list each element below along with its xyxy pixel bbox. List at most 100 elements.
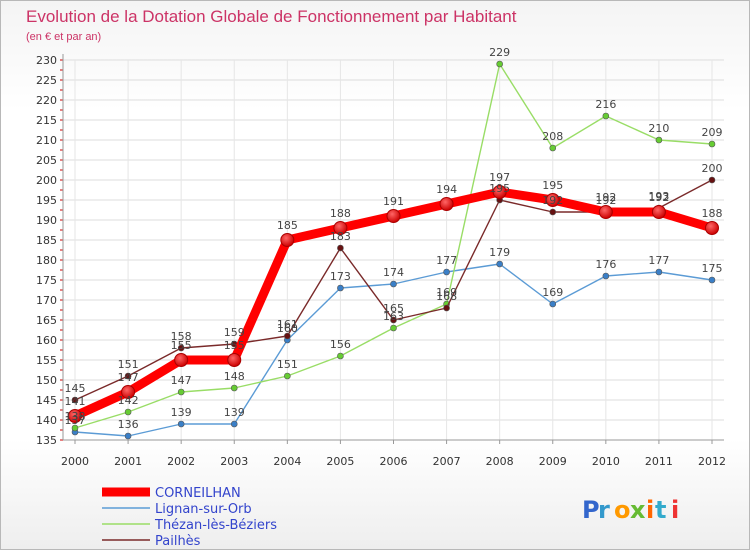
data-label-lignan-sur-orb-2010: 176 — [595, 258, 616, 271]
data-label-lignan-sur-orb-2002: 139 — [171, 406, 192, 419]
x-tick-label-2003: 2003 — [220, 455, 248, 468]
data-label-lignan-sur-orb-2000: 137 — [65, 414, 86, 427]
logo-letter-0: P — [582, 496, 600, 524]
data-label-pailh-s-2004: 161 — [277, 318, 298, 331]
data-label-th-zan-l-s-b-ziers-2006: 163 — [383, 310, 404, 323]
data-label-th-zan-l-s-b-ziers-2005: 156 — [330, 338, 351, 351]
data-label-th-zan-l-s-b-ziers-2002: 147 — [171, 374, 192, 387]
chart-subtitle: (en € et par an) — [26, 31, 101, 43]
y-tick-label-165: 165 — [36, 314, 57, 327]
data-point-lignan-sur-orb-2009 — [549, 300, 557, 308]
y-tick-label-210: 210 — [36, 134, 57, 147]
data-label-corneilhan-2010: 192 — [595, 191, 616, 204]
data-label-lignan-sur-orb-2001: 136 — [118, 418, 139, 431]
data-point-corneilhan-2006 — [386, 209, 401, 223]
data-point-lignan-sur-orb-2012 — [708, 276, 716, 284]
x-tick-label-2012: 2012 — [698, 455, 726, 468]
data-point-th-zan-l-s-b-ziers-2000 — [71, 424, 79, 432]
data-point-corneilhan-2008 — [492, 185, 507, 199]
data-point-lignan-sur-orb-2002 — [177, 420, 185, 428]
data-label-th-zan-l-s-b-ziers-2012: 209 — [702, 126, 723, 139]
data-label-pailh-s-2008: 195 — [489, 182, 510, 195]
legend-label-3: Pailhès — [155, 534, 201, 549]
data-label-lignan-sur-orb-2011: 177 — [648, 254, 669, 267]
data-point-corneilhan-2002 — [174, 353, 189, 367]
data-label-lignan-sur-orb-2003: 139 — [224, 406, 245, 419]
data-label-lignan-sur-orb-2009: 169 — [542, 286, 563, 299]
y-tick-label-215: 215 — [36, 114, 57, 127]
y-tick-label-180: 180 — [36, 254, 57, 267]
y-tick-label-200: 200 — [36, 174, 57, 187]
data-point-lignan-sur-orb-2003 — [230, 420, 238, 428]
data-labels: 137 136 139 139 160 173 174 177 179 169 176 177 175 1… — [65, 46, 723, 431]
data-point-lignan-sur-orb-2010 — [602, 272, 610, 280]
data-label-lignan-sur-orb-2006: 174 — [383, 266, 404, 279]
data-point-th-zan-l-s-b-ziers-2012 — [708, 140, 716, 148]
y-tick-label-220: 220 — [36, 94, 57, 107]
data-point-corneilhan-2010 — [598, 205, 613, 219]
data-label-corneilhan-2007: 194 — [436, 183, 457, 196]
data-label-pailh-s-2001: 151 — [118, 358, 139, 371]
y-tick-label-195: 195 — [36, 194, 57, 207]
data-label-th-zan-l-s-b-ziers-2009: 208 — [542, 130, 563, 143]
data-point-th-zan-l-s-b-ziers-2005 — [337, 352, 344, 360]
logo-letter-4: i — [646, 496, 654, 524]
data-point-th-zan-l-s-b-ziers-2011 — [655, 136, 663, 144]
y-tick-label-140: 140 — [36, 414, 57, 427]
data-label-th-zan-l-s-b-ziers-2003: 148 — [224, 370, 245, 383]
data-point-corneilhan-2005 — [333, 221, 348, 235]
logo-letter-5: t — [655, 496, 666, 524]
data-point-corneilhan-2009 — [545, 193, 560, 207]
data-point-lignan-sur-orb-2011 — [655, 268, 663, 276]
y-tick-label-135: 135 — [36, 434, 57, 447]
data-point-pailh-s-2007 — [443, 304, 450, 312]
x-tick-label-2004: 2004 — [273, 455, 301, 468]
data-label-corneilhan-2003: 155 — [224, 339, 245, 352]
data-label-pailh-s-2011: 193 — [648, 190, 669, 203]
x-tick-label-2009: 2009 — [539, 455, 567, 468]
data-label-th-zan-l-s-b-ziers-2007: 169 — [436, 286, 457, 299]
data-point-lignan-sur-orb-2001 — [124, 432, 132, 440]
data-point-pailh-s-2002 — [177, 344, 185, 352]
data-point-pailh-s-2005 — [337, 244, 344, 252]
data-point-th-zan-l-s-b-ziers-2008 — [496, 60, 503, 68]
data-point-corneilhan-2011 — [651, 205, 666, 219]
data-label-lignan-sur-orb-2008: 179 — [489, 246, 510, 259]
data-point-pailh-s-2012 — [708, 176, 716, 184]
axes: 135 140 145 150 155 160 165 170 175 180 185 190 195 2… — [36, 54, 726, 468]
chart-title: Evolution de la Dotation Globale de Fonc… — [26, 7, 517, 26]
data-point-corneilhan-2003 — [227, 353, 242, 367]
data-label-corneilhan-2011: 192 — [648, 191, 669, 204]
data-label-th-zan-l-s-b-ziers-2000: 138 — [65, 410, 86, 423]
data-label-corneilhan-2006: 191 — [383, 195, 404, 208]
y-tick-label-205: 205 — [36, 154, 57, 167]
x-tick-label-2008: 2008 — [486, 455, 514, 468]
data-label-lignan-sur-orb-2005: 173 — [330, 270, 351, 283]
logo-letter-3: x — [630, 496, 646, 524]
data-point-pailh-s-2009 — [549, 208, 557, 216]
y-tick-label-185: 185 — [36, 234, 57, 247]
y-tick-label-170: 170 — [36, 294, 57, 307]
data-point-pailh-s-2001 — [124, 372, 132, 380]
data-label-corneilhan-2009: 195 — [542, 179, 563, 192]
y-tick-label-155: 155 — [36, 354, 57, 367]
x-tick-label-2006: 2006 — [380, 455, 408, 468]
series-layer — [68, 60, 719, 440]
data-label-corneilhan-2000: 141 — [65, 395, 86, 408]
data-label-th-zan-l-s-b-ziers-2004: 151 — [277, 358, 298, 371]
y-tick-label-160: 160 — [36, 334, 57, 347]
data-label-pailh-s-2005: 183 — [330, 230, 351, 243]
data-point-th-zan-l-s-b-ziers-2010 — [602, 112, 610, 120]
x-tick-label-2001: 2001 — [114, 455, 142, 468]
data-point-lignan-sur-orb-2008 — [496, 260, 503, 268]
data-label-corneilhan-2005: 188 — [330, 207, 351, 220]
logo-letter-1: r — [598, 496, 610, 524]
data-point-th-zan-l-s-b-ziers-2002 — [177, 388, 185, 396]
data-label-corneilhan-2001: 147 — [118, 371, 139, 384]
data-label-lignan-sur-orb-2007: 177 — [436, 254, 457, 267]
data-point-lignan-sur-orb-2007 — [443, 268, 450, 276]
data-label-th-zan-l-s-b-ziers-2010: 216 — [595, 98, 616, 111]
data-point-th-zan-l-s-b-ziers-2006 — [390, 324, 397, 332]
data-label-corneilhan-2008: 197 — [489, 171, 510, 184]
legend-label-0: CORNEILHAN — [155, 486, 241, 501]
